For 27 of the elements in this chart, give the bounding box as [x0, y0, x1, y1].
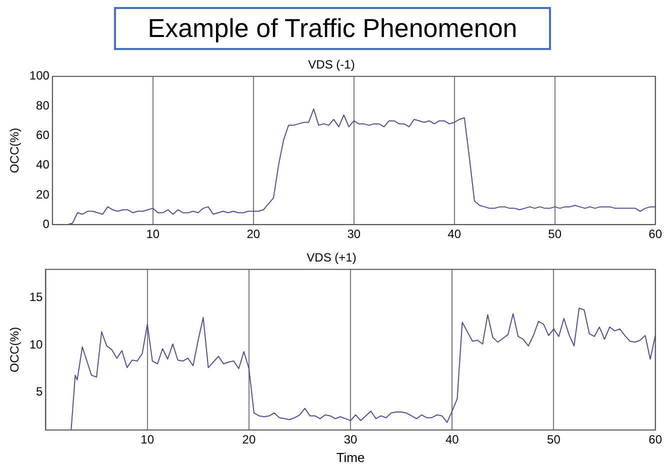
x-tick-label: 10: [140, 432, 154, 447]
chart-title: VDS (+1): [306, 250, 356, 265]
y-tick-label: 60: [36, 128, 50, 142]
x-tick-label: 20: [242, 432, 256, 447]
x-tick-label: 40: [448, 227, 462, 242]
text: Example of Traffic Phenomenon: [114, 7, 552, 50]
y-tick-label: 10: [29, 337, 44, 352]
x-tick-label: 60: [648, 432, 662, 447]
y-axis-title: OCC(%): [8, 327, 22, 372]
x-tick-label: 20: [246, 227, 260, 242]
x-tick-label: 30: [347, 227, 361, 242]
chart-title: VDS (-1): [308, 58, 355, 72]
x-tick-label: 40: [445, 432, 460, 447]
x-tick-label: 60: [648, 227, 662, 242]
y-tick-label: 15: [29, 290, 44, 304]
x-tick-label: 30: [344, 432, 358, 447]
y-tick-label: 20: [36, 187, 50, 202]
y-tick-label: 0: [42, 216, 50, 231]
y-axis-title: OCC(%): [8, 128, 22, 174]
y-tick-label: 80: [36, 98, 50, 112]
y-tick-label: 100: [29, 68, 50, 83]
y-tick-label: 40: [36, 158, 50, 172]
x-tick-label: 50: [548, 227, 562, 242]
x-tick-label: 50: [547, 432, 561, 447]
y-tick-label: 5: [36, 384, 44, 399]
x-axis-title: Time: [336, 450, 365, 465]
x-tick-label: 10: [146, 227, 160, 242]
